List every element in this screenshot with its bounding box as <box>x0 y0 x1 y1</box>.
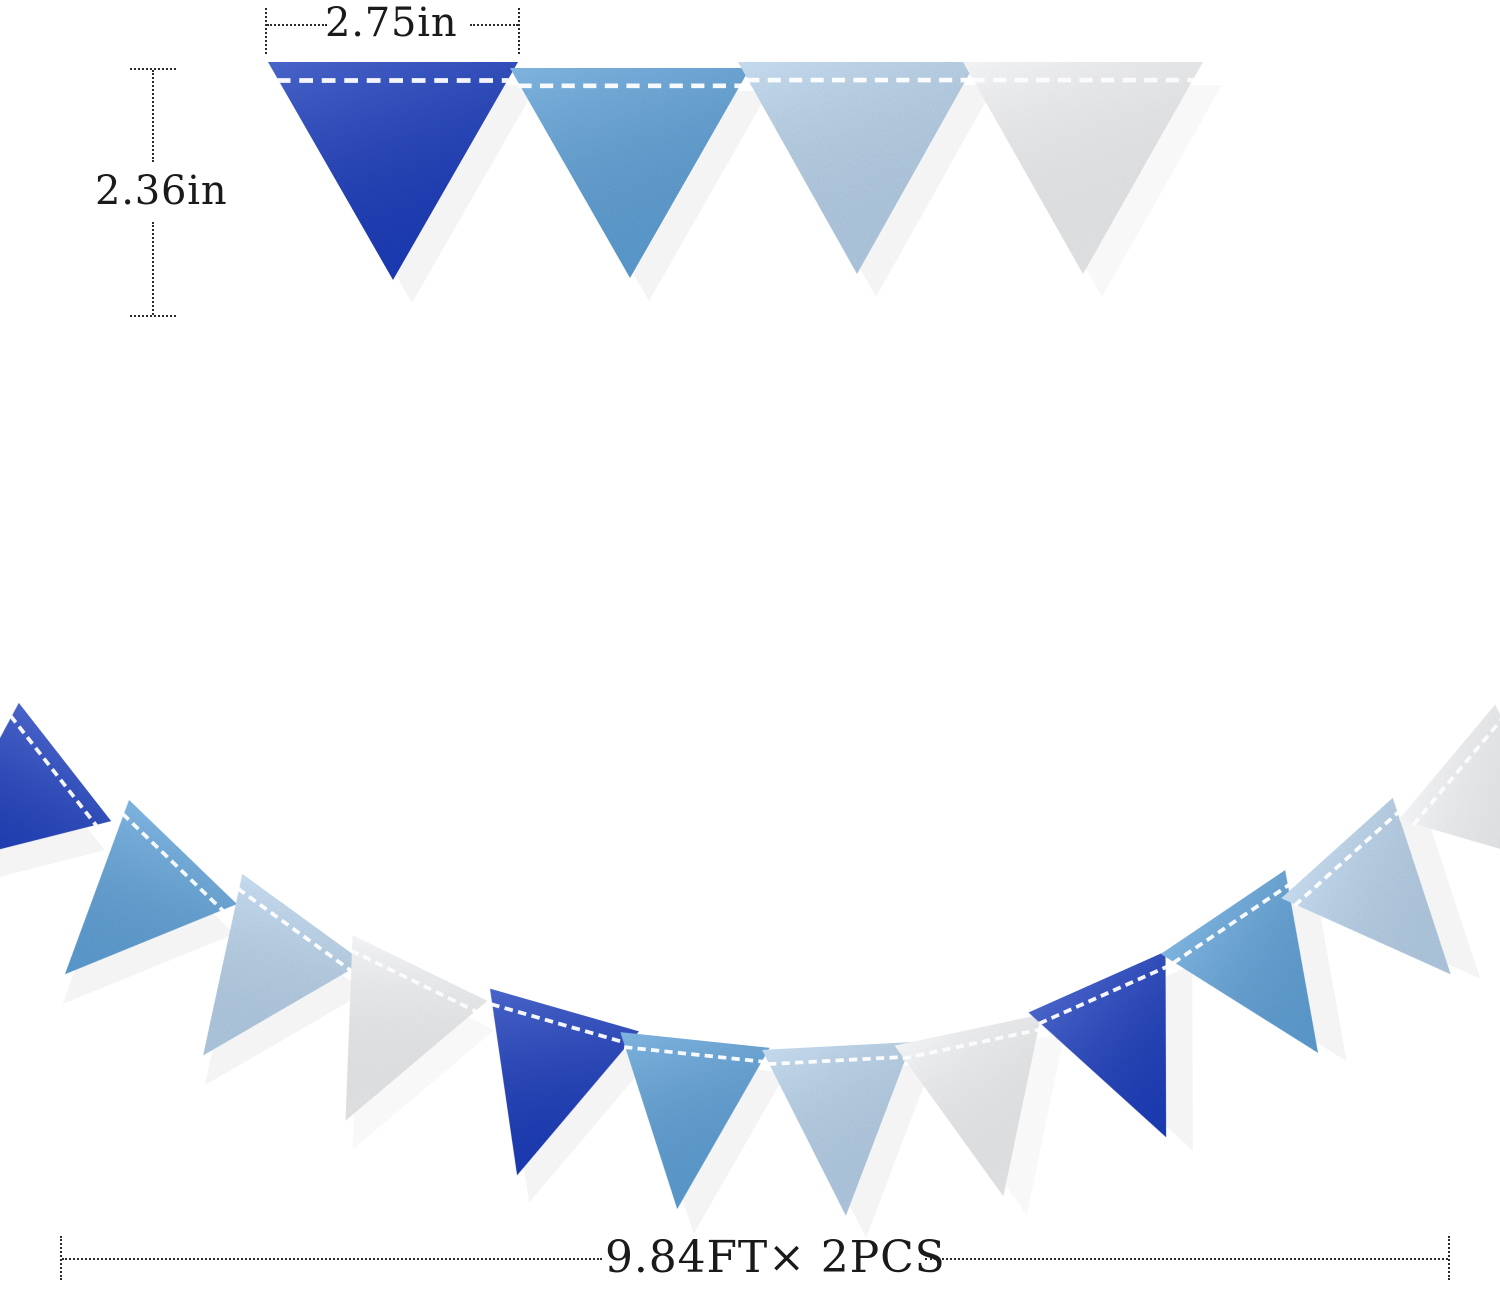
pennant-flag <box>0 702 112 926</box>
height-dim-line-lower <box>152 222 154 315</box>
pennant-flag <box>268 62 537 303</box>
pennant-flag <box>510 68 769 301</box>
stitch-line <box>1411 716 1500 826</box>
pennant-flag <box>1281 797 1500 1025</box>
pennant-flag <box>142 873 366 1100</box>
width-dimension-label: 2.75in <box>325 0 458 46</box>
pennant-flag <box>963 62 1222 297</box>
pennant-flag <box>1398 704 1500 929</box>
length-dim-cap-right <box>1448 1236 1450 1280</box>
height-dimension-label: 2.36in <box>95 168 228 214</box>
stitch-line <box>121 812 225 913</box>
stitch-line <box>623 1045 764 1064</box>
height-dim-line-upper <box>152 70 154 162</box>
stitch-line <box>490 1002 631 1046</box>
width-dim-cap-left <box>265 8 267 54</box>
pennant-flag <box>1160 870 1380 1095</box>
height-dim-cap-top <box>130 68 176 70</box>
width-dim-cap-right <box>518 8 520 54</box>
pennant-flag <box>11 799 237 1026</box>
width-dim-line-right <box>470 24 518 26</box>
pennant-flag <box>894 1014 1077 1215</box>
stitch-line <box>768 1054 908 1066</box>
pennant-flag <box>762 1042 933 1238</box>
length-dim-cap-left <box>60 1236 62 1280</box>
stitch-line <box>902 1027 1040 1061</box>
width-dim-line-left <box>267 24 327 26</box>
stitch-line <box>1038 965 1168 1026</box>
pennant-flag <box>603 1032 787 1234</box>
height-dim-cap-bottom <box>130 315 176 317</box>
pennant-flag <box>278 935 495 1154</box>
length-dimension-label: 9.84FT× 2PCS <box>605 1232 946 1283</box>
pennant-flag <box>738 62 995 297</box>
length-dim-line-left <box>62 1258 602 1260</box>
pennant-flag <box>1028 951 1234 1167</box>
pennant-flag <box>443 988 651 1203</box>
length-dim-line-right <box>925 1258 1448 1260</box>
